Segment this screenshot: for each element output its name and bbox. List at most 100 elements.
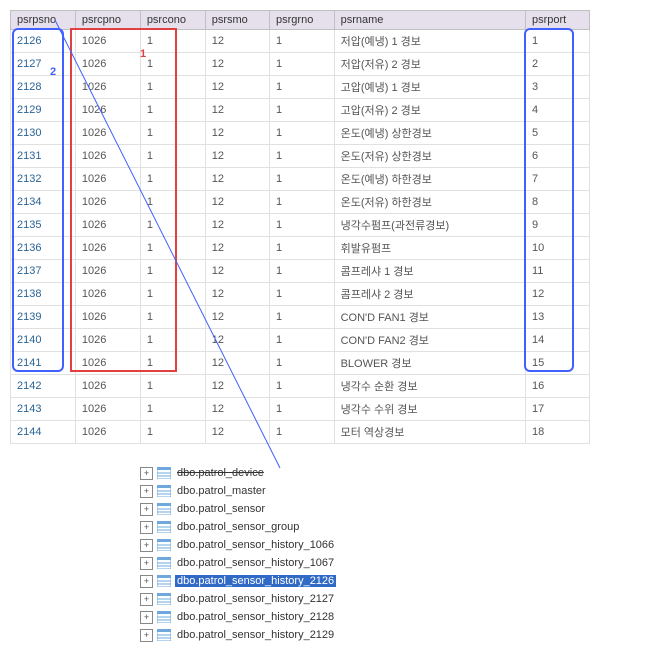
cell-psrpsno: 2135 [11, 214, 76, 237]
cell-psrcpno: 1026 [75, 352, 140, 375]
cell-psrport: 10 [525, 237, 589, 260]
table-row[interactable]: 214310261121냉각수 수위 경보17 [11, 398, 590, 421]
table-row[interactable]: 213910261121CON'D FAN1 경보13 [11, 306, 590, 329]
cell-psrpsno: 2130 [11, 122, 76, 145]
table-row[interactable]: 212710261121저압(저유) 2 경보2 [11, 53, 590, 76]
tree-item[interactable]: + dbo.patrol_sensor_history_2127 [140, 590, 646, 608]
cell-psrpsno: 2136 [11, 237, 76, 260]
cell-psrsmo: 12 [205, 168, 269, 191]
tree-item[interactable]: +dbo.patrol_sensor_history_2128 [140, 608, 646, 626]
table-row[interactable]: 214410261121모터 역상경보18 [11, 421, 590, 444]
cell-psrcpno: 1026 [75, 398, 140, 421]
col-header-psrgrno[interactable]: psrgrno [270, 11, 335, 30]
cell-psrsmo: 12 [205, 237, 269, 260]
cell-psrpsno: 2129 [11, 99, 76, 122]
cell-psrsmo: 12 [205, 329, 269, 352]
tree-item-label: dbo.patrol_sensor_history_2127 [175, 593, 336, 605]
cell-psrcpno: 1026 [75, 191, 140, 214]
table-row[interactable]: 214010261121CON'D FAN2 경보14 [11, 329, 590, 352]
cell-psrcpno: 1026 [75, 283, 140, 306]
cell-psrcono: 1 [140, 76, 205, 99]
expand-icon[interactable]: + [140, 611, 153, 624]
tree-item-label: dbo.patrol_sensor_history_2126 [175, 575, 336, 587]
cell-psrpsno: 2141 [11, 352, 76, 375]
expand-icon[interactable]: + [140, 467, 153, 480]
table-row[interactable]: 214110261121BLOWER 경보15 [11, 352, 590, 375]
cell-psrport: 16 [525, 375, 589, 398]
tree-item[interactable]: +dbo.patrol_sensor [140, 500, 646, 518]
col-header-psrname[interactable]: psrname [334, 11, 525, 30]
cell-psrgrno: 1 [270, 421, 335, 444]
expand-icon[interactable]: + [140, 557, 153, 570]
tree-item[interactable]: +dbo.patrol_master [140, 482, 646, 500]
cell-psrcpno: 1026 [75, 306, 140, 329]
tree-item-label: dbo.patrol_sensor_history_1067 [175, 557, 336, 569]
table-row[interactable]: 213210261121온도(예냉) 하한경보7 [11, 168, 590, 191]
col-header-psrport[interactable]: psrport [525, 11, 589, 30]
cell-psrcpno: 1026 [75, 329, 140, 352]
cell-psrgrno: 1 [270, 168, 335, 191]
cell-psrport: 11 [525, 260, 589, 283]
cell-psrcono: 1 [140, 352, 205, 375]
table-row[interactable]: 213810261121콤프레샤 2 경보12 [11, 283, 590, 306]
table-row[interactable]: 213610261121휘발유펌프10 [11, 237, 590, 260]
table-row[interactable]: 213410261121온도(저유) 하한경보8 [11, 191, 590, 214]
cell-psrgrno: 1 [270, 122, 335, 145]
tree-item[interactable]: + dbo.patrol_sensor_history_1067 [140, 554, 646, 572]
cell-psrgrno: 1 [270, 260, 335, 283]
cell-psrpsno: 2140 [11, 329, 76, 352]
cell-psrgrno: 1 [270, 214, 335, 237]
expand-icon[interactable]: + [140, 485, 153, 498]
tree-item[interactable]: + dbo.patrol_sensor_history_2126 [140, 572, 646, 590]
cell-psrgrno: 1 [270, 145, 335, 168]
table-row[interactable]: 213110261121온도(저유) 상한경보6 [11, 145, 590, 168]
table-row[interactable]: 212910261121고압(저유) 2 경보4 [11, 99, 590, 122]
cell-psrcono: 1 [140, 237, 205, 260]
cell-psrport: 13 [525, 306, 589, 329]
cell-psrpsno: 2137 [11, 260, 76, 283]
cell-psrcono: 1 [140, 53, 205, 76]
table-row[interactable]: 212610261121저압(예냉) 1 경보1 [11, 30, 590, 53]
cell-psrname: 냉각수펌프(과전류경보) [334, 214, 525, 237]
table-icon [157, 575, 171, 587]
table-row[interactable]: 213510261121냉각수펌프(과전류경보)9 [11, 214, 590, 237]
cell-psrpsno: 2144 [11, 421, 76, 444]
cell-psrport: 17 [525, 398, 589, 421]
cell-psrcono: 1 [140, 260, 205, 283]
cell-psrname: 콤프레샤 1 경보 [334, 260, 525, 283]
col-header-psrcpno[interactable]: psrcpno [75, 11, 140, 30]
cell-psrcpno: 1026 [75, 99, 140, 122]
cell-psrgrno: 1 [270, 76, 335, 99]
expand-icon[interactable]: + [140, 539, 153, 552]
table-row[interactable]: 213010261121온도(예냉) 상한경보5 [11, 122, 590, 145]
col-header-psrsmo[interactable]: psrsmo [205, 11, 269, 30]
expand-icon[interactable]: + [140, 575, 153, 588]
tree-item[interactable]: +dbo.patrol_sensor_group [140, 518, 646, 536]
cell-psrport: 14 [525, 329, 589, 352]
table-row[interactable]: 214210261121냉각수 순환 경보16 [11, 375, 590, 398]
col-header-psrcono[interactable]: psrcono [140, 11, 205, 30]
cell-psrname: 온도(예냉) 상한경보 [334, 122, 525, 145]
cell-psrpsno: 2126 [11, 30, 76, 53]
cell-psrpsno: 2134 [11, 191, 76, 214]
cell-psrsmo: 12 [205, 122, 269, 145]
col-header-psrpsno[interactable]: psrpsno [11, 11, 76, 30]
cell-psrport: 8 [525, 191, 589, 214]
cell-psrgrno: 1 [270, 30, 335, 53]
cell-psrname: 냉각수 수위 경보 [334, 398, 525, 421]
cell-psrcpno: 1026 [75, 375, 140, 398]
tree-item[interactable]: +dbo.patrol_device [140, 464, 646, 482]
cell-psrsmo: 12 [205, 99, 269, 122]
expand-icon[interactable]: + [140, 521, 153, 534]
cell-psrname: 휘발유펌프 [334, 237, 525, 260]
cell-psrname: 냉각수 순환 경보 [334, 375, 525, 398]
expand-icon[interactable]: + [140, 593, 153, 606]
cell-psrcpno: 1026 [75, 53, 140, 76]
cell-psrgrno: 1 [270, 398, 335, 421]
tree-item[interactable]: +dbo.patrol_sensor_history_1066 [140, 536, 646, 554]
expand-icon[interactable]: + [140, 629, 153, 642]
table-row[interactable]: 212810261121고압(예냉) 1 경보3 [11, 76, 590, 99]
tree-item[interactable]: +dbo.patrol_sensor_history_2129 [140, 626, 646, 644]
table-row[interactable]: 213710261121콤프레샤 1 경보11 [11, 260, 590, 283]
expand-icon[interactable]: + [140, 503, 153, 516]
